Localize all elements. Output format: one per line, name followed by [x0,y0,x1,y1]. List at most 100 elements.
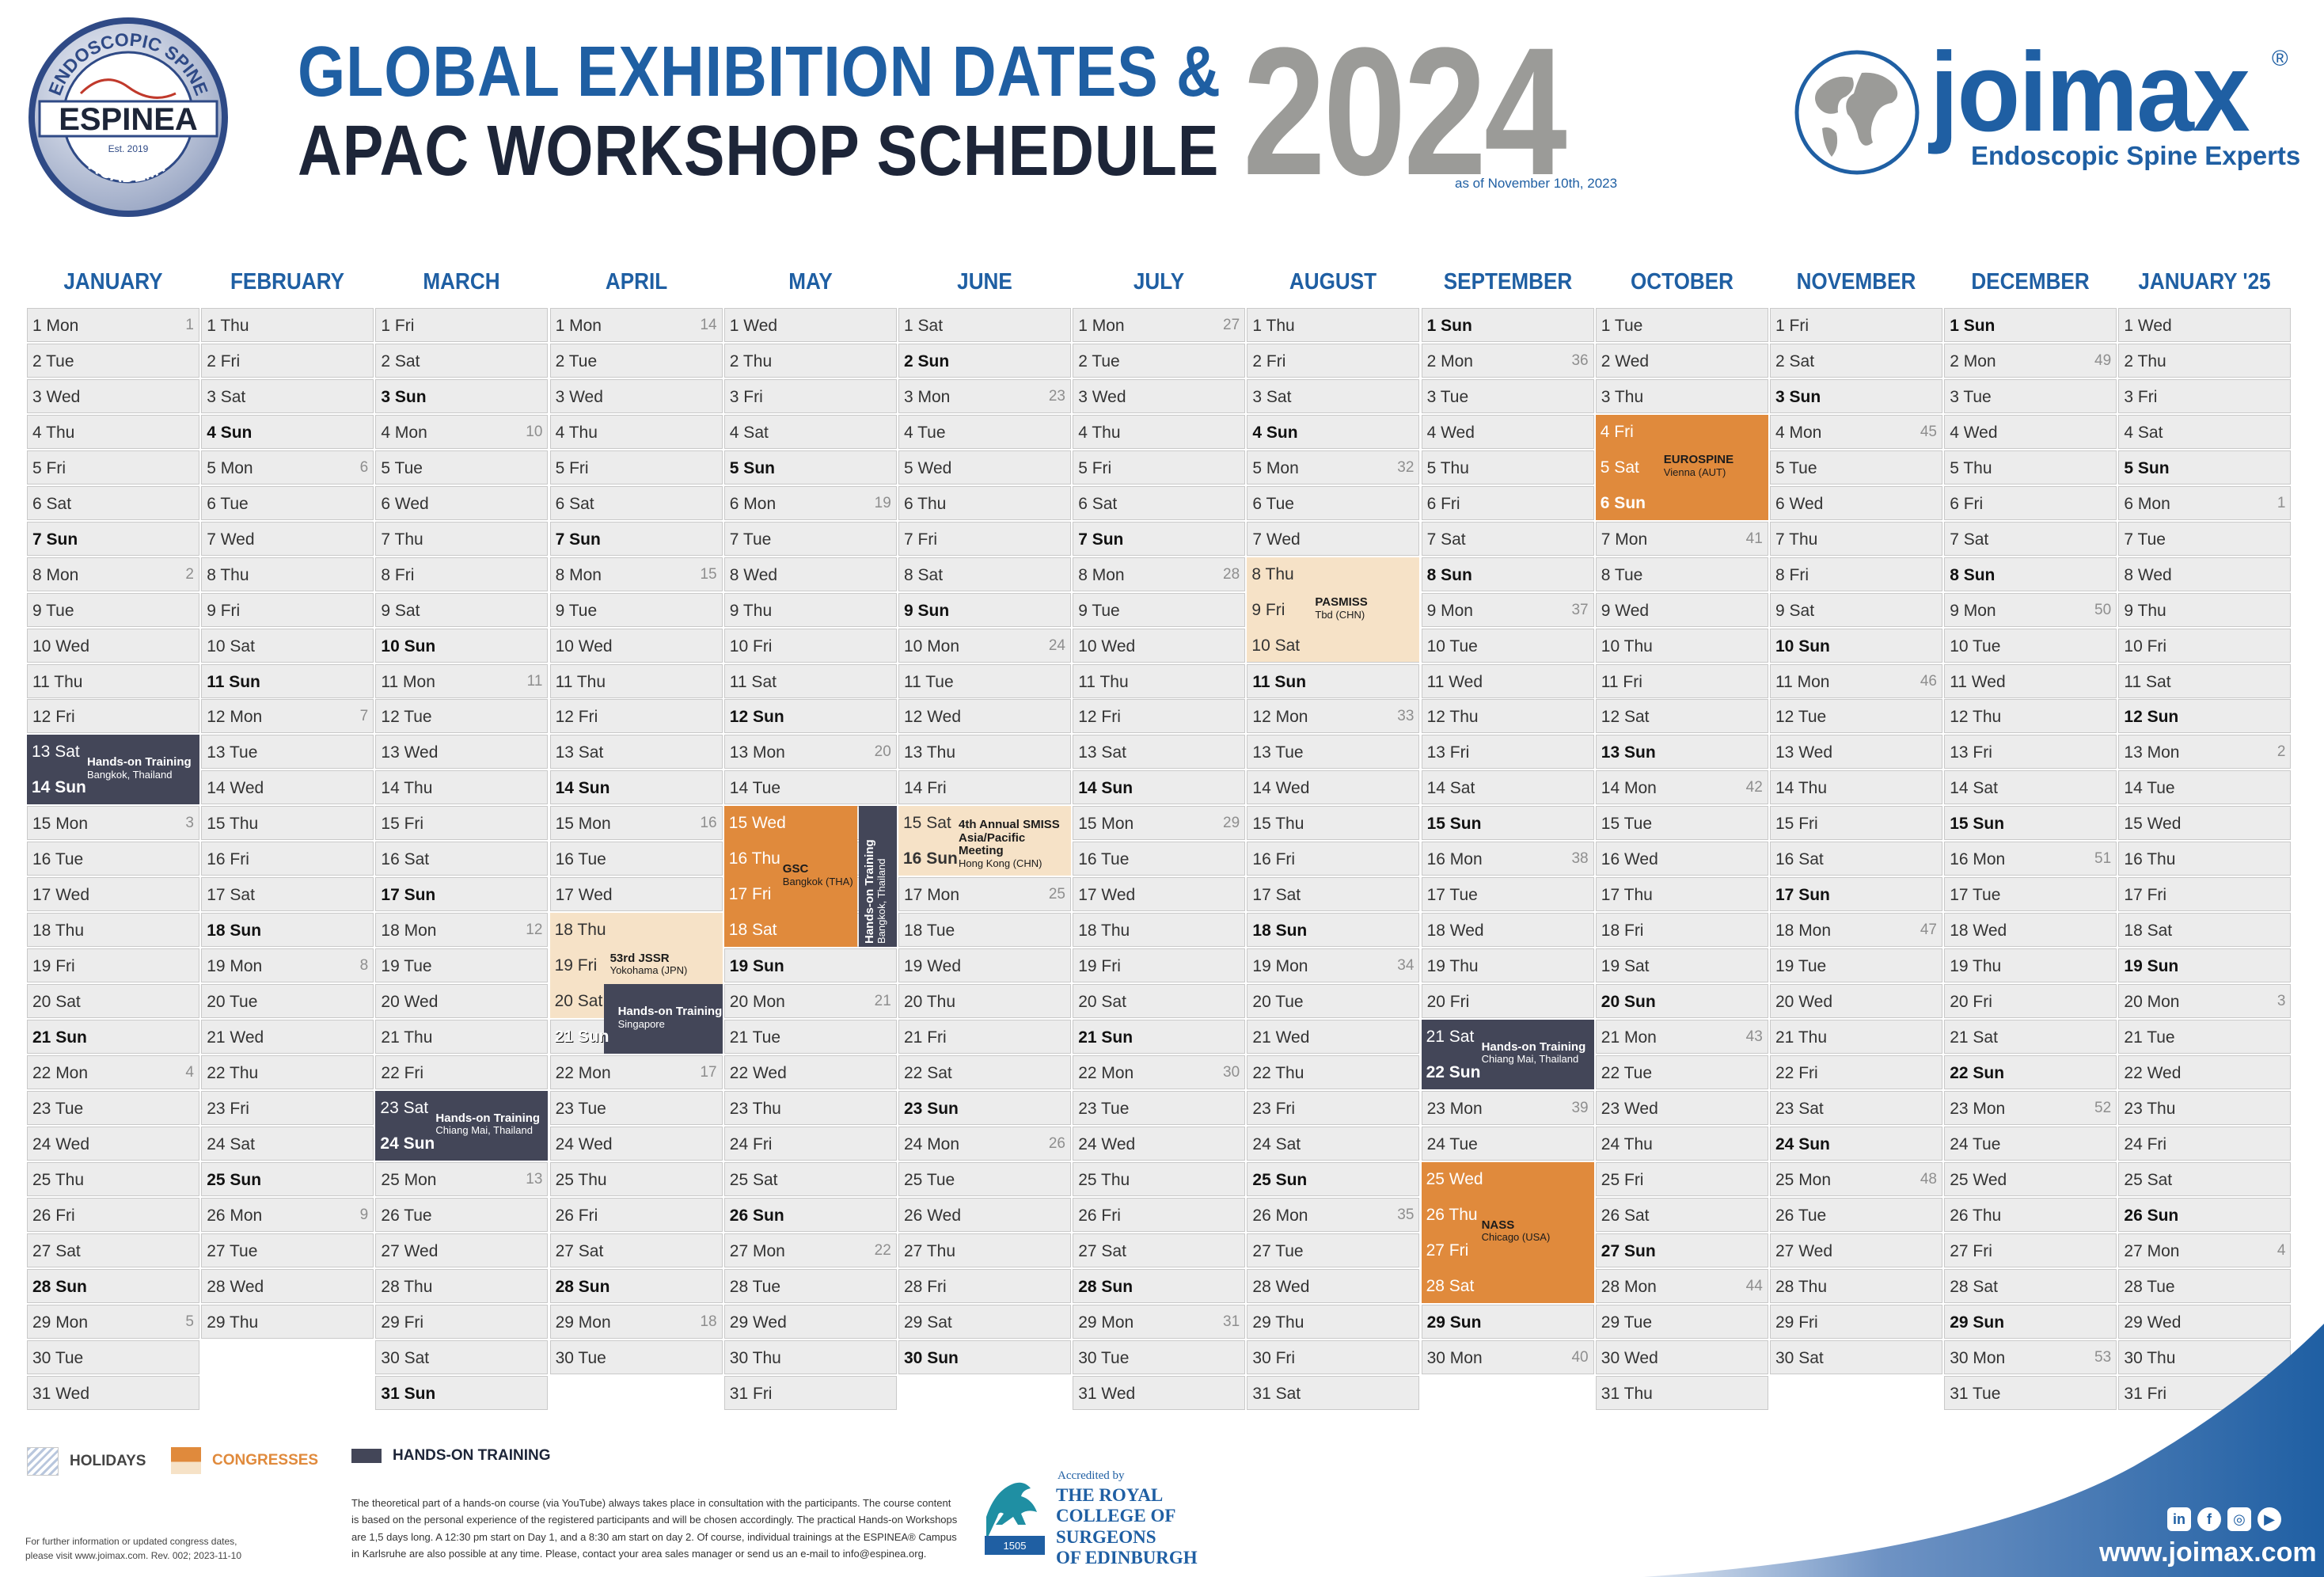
day-cell: 18 Sat [2118,913,2292,948]
footer-info-line-1: For further information or updated congr… [25,1536,237,1547]
congress-event [723,806,857,948]
day-cell: 29 Sun [1944,1304,2117,1339]
instagram-icon[interactable]: ◎ [2227,1507,2251,1531]
day-label: 14 Thu [381,779,433,798]
day-cell: 24 Tue [1944,1126,2117,1161]
day-label: 9 Thu [2124,601,2166,620]
day-label: 26 Mon [207,1206,263,1225]
week-number: 32 [1397,458,1415,476]
day-cell: 24 Wed [549,1126,723,1161]
day-cell: 14 Sat [1421,770,1594,805]
day-label: 6 Sat [1078,494,1118,513]
day-cell: 15 Thu [201,806,374,841]
day-cell: 26 Fri [27,1197,199,1232]
globe-icon [1794,50,1920,175]
day-cell: 19 Wed [898,948,1071,983]
week-number: 38 [1571,850,1589,868]
day-label: 23 Tue [1078,1099,1130,1118]
day-label: 3 Wed [1078,387,1126,406]
day-cell: 28 Tue [723,1268,897,1303]
day-label: 12 Fri [32,708,75,727]
day-cell: 6 Mon 1 [2118,485,2292,520]
day-cell: 29 Tue [1595,1304,1768,1339]
day-label: 21 Sun [555,1028,610,1047]
day-label: 17 Sun [381,886,436,905]
website-link[interactable]: www.joimax.com [2099,1537,2317,1568]
day-label: 9 Tue [555,601,598,620]
day-label: 16 Tue [32,850,84,869]
week-number: 27 [1223,317,1240,333]
day-cell: 28 Sat [1944,1268,2117,1303]
day-cell: 22 Thu [1247,1054,1420,1089]
linkedin-icon[interactable]: in [2167,1507,2191,1531]
day-label: 19 Sat [1601,957,1650,976]
day-cell: 26 Tue [1770,1197,1942,1232]
day-cell: 6 Tue [201,485,374,520]
day-cell: 29 Mon 31 [1073,1304,1246,1339]
day-cell: 11 Wed [1421,663,1594,698]
day-label: 12 Sun [2124,708,2179,727]
day-cell: 9 Thu [723,592,897,627]
day-cell: 8 Wed [2118,557,2292,591]
youtube-icon[interactable]: ▶ [2258,1507,2281,1531]
week-number: 2 [185,565,194,583]
as-of-date: as of November 10th, 2023 [1455,176,1618,191]
day-label: 29 Fri [381,1313,424,1332]
day-label: 18 Thu [1078,922,1130,940]
day-label: 10 Thu [1601,636,1653,656]
day-cell: 17 Thu [1595,877,1768,912]
week-number: 7 [359,708,369,725]
legend-holidays: HOLIDAYS [27,1447,146,1476]
day-label: 9 Thu [729,601,773,620]
day-cell: 3 Tue [1944,378,2117,413]
week-number: 4 [2277,1241,2286,1259]
day-label: 13 Thu [904,743,955,762]
day-cell: 17 Fri [2118,877,2292,912]
day-cell: 9 Tue [549,592,723,627]
day-cell: 3 Sun [375,378,549,413]
day-cell: 7 Fri [898,521,1071,556]
day-cell: 30 Thu [723,1340,897,1374]
day-label: 5 Thu [1950,458,1992,477]
event-subtitle: Bangkok, Thailand [875,858,887,944]
event-subtitle: Yokohama (JPN) [609,964,688,977]
day-cell: 22 Wed [2118,1054,2292,1089]
month-header: JANUARY '25 [2138,269,2271,294]
day-cell: 27 Sat [1073,1233,1246,1267]
day-cell: 1 Wed [2118,308,2292,342]
day-cell: 20 Wed [375,984,549,1019]
day-cell: 23 Sat [1770,1090,1942,1125]
day-cell: 3 Sat [201,378,374,413]
day-label: 31 Fri [2124,1384,2167,1403]
day-label: 30 Mon [1950,1348,2006,1367]
day-label: 12 Wed [904,708,961,727]
day-cell: 15 Fri [1770,806,1942,841]
week-number: 44 [1745,1277,1763,1294]
month-header: JULY [1134,269,1185,294]
day-label: 3 Thu [1601,387,1644,406]
day-label: 7 Mon [1601,530,1648,549]
day-cell: 22 Thu [201,1054,374,1089]
congress-event [1421,1161,1594,1303]
day-cell: 31 Sun [375,1375,549,1410]
day-label: 20 Wed [381,993,439,1012]
day-label: 15 Wed [728,814,786,833]
day-label: 16 Sun [903,849,958,868]
day-label: 2 Sat [1775,352,1815,370]
registered-mark: ® [2272,46,2288,70]
day-cell: 31 Thu [1595,1375,1768,1410]
day-cell: 5 Sun [2118,450,2292,484]
day-cell: 17 Sat [201,877,374,912]
day-cell: 11 Thu [549,663,723,698]
day-cell: 15 Sun [1421,806,1594,841]
day-label: 29 Wed [729,1313,787,1332]
day-cell: 2 Thu [2118,343,2292,378]
day-cell: 2 Fri [1247,343,1420,378]
day-cell: 18 Wed [1421,913,1594,948]
day-label: 23 Sun [904,1099,959,1118]
congress-swatch [171,1447,201,1474]
day-cell: 15 Mon 16 [549,806,723,841]
day-label: 1 Mon [555,317,602,335]
day-label: 1 Mon [1078,317,1125,335]
facebook-icon[interactable]: f [2197,1507,2221,1531]
